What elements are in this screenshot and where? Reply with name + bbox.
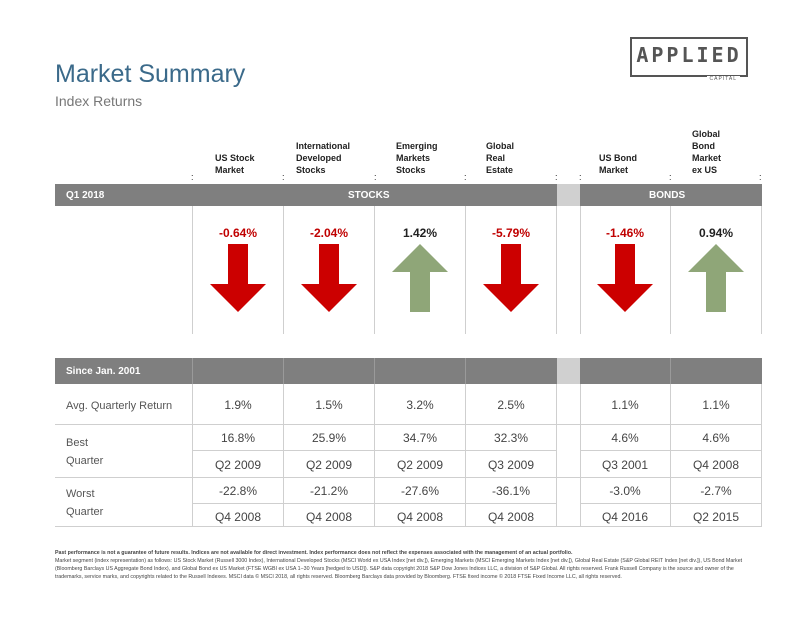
page-subtitle: Index Returns: [55, 93, 143, 109]
worst-date-cell: Q4 2008: [487, 510, 535, 524]
arrow-down-icon: [597, 244, 653, 312]
worst-date-cell: Q4 2008: [305, 510, 353, 524]
period-label: Q1 2018: [66, 190, 105, 201]
applied-capital-logo: APPLIED CAPITAL: [630, 37, 748, 82]
worst-date-cell: Q4 2016: [601, 510, 649, 524]
disclaimer-bold: Past performance is not a guarantee of f…: [55, 550, 573, 556]
column-header-global-bond: Global Bond Market ex US: [692, 129, 722, 175]
best-value-cell: 4.6%: [611, 431, 639, 445]
worst-date-cell: Q4 2008: [396, 510, 444, 524]
best-value-cell: 32.3%: [493, 431, 529, 445]
header-tick: :: [555, 172, 558, 182]
row-label-worst: Worst Quarter: [66, 488, 104, 518]
column-header-emerging: Emerging Markets Stocks: [396, 141, 438, 175]
avg-cell: 1.1%: [702, 398, 730, 412]
column-header-global-real-estate: Global Real Estate: [486, 141, 515, 175]
logo-subtext: CAPITAL: [706, 76, 740, 82]
stocks-label: STOCKS: [348, 190, 390, 201]
column-header-us-bond: US Bond Market: [599, 153, 637, 175]
best-value-cell: 34.7%: [402, 431, 438, 445]
return-global-real-estate: -5.79%: [491, 226, 531, 240]
header-tick: :: [282, 172, 285, 182]
return-us-bond: -1.46%: [605, 226, 645, 240]
column-gap: [557, 358, 580, 384]
avg-cell: 3.2%: [406, 398, 434, 412]
column-header-intl-developed: International Developed Stocks: [296, 141, 351, 175]
worst-value-cell: -36.1%: [491, 484, 531, 498]
row-label-avg: Avg. Quarterly Return: [66, 400, 173, 412]
header-tick: :: [579, 172, 582, 182]
arrow-down-icon: [301, 244, 357, 312]
arrow-up-icon: [392, 244, 448, 312]
worst-value-cell: -3.0%: [609, 484, 641, 498]
best-value-cell: 25.9%: [311, 431, 347, 445]
header-tick: :: [464, 172, 467, 182]
worst-value-cell: -27.6%: [400, 484, 440, 498]
worst-value-cell: -22.8%: [218, 484, 258, 498]
header-tick: :: [374, 172, 377, 182]
avg-cell: 2.5%: [497, 398, 525, 412]
worst-value-cell: -21.2%: [309, 484, 349, 498]
since-label: Since Jan. 2001: [66, 366, 141, 377]
worst-value-cell: -2.7%: [700, 484, 732, 498]
return-intl-developed: -2.04%: [309, 226, 349, 240]
since-bar: Since Jan. 2001: [55, 358, 762, 384]
avg-cell: 1.1%: [611, 398, 639, 412]
best-date-cell: Q4 2008: [692, 458, 740, 472]
disclaimer-body: Market segment (index representation) as…: [55, 558, 743, 580]
q1-bar: Q1 2018 STOCKS BONDS: [55, 184, 762, 206]
column-header-us-stock: US Stock Market: [215, 153, 255, 175]
disclaimer-footnote: Past performance is not a guarantee of f…: [55, 549, 745, 581]
best-date-cell: Q2 2009: [305, 458, 353, 472]
header-tick: :: [759, 172, 762, 182]
avg-cell: 1.9%: [224, 398, 252, 412]
arrow-up-icon: [688, 244, 744, 312]
row-label-best: Best Quarter: [66, 437, 104, 467]
return-emerging: 1.42%: [402, 226, 438, 240]
column-gap: [557, 184, 580, 206]
best-date-cell: Q3 2001: [601, 458, 649, 472]
arrow-down-icon: [483, 244, 539, 312]
logo-wordmark: APPLIED: [636, 43, 742, 67]
page-title: Market Summary: [55, 60, 246, 88]
avg-cell: 1.5%: [315, 398, 343, 412]
best-date-cell: Q2 2009: [396, 458, 444, 472]
best-date-cell: Q3 2009: [487, 458, 535, 472]
header-tick: :: [191, 172, 194, 182]
best-date-cell: Q2 2009: [214, 458, 262, 472]
bonds-label: BONDS: [649, 190, 686, 201]
worst-date-cell: Q4 2008: [214, 510, 262, 524]
arrow-down-icon: [210, 244, 266, 312]
return-global-bond: 0.94%: [698, 226, 734, 240]
worst-date-cell: Q2 2015: [692, 510, 740, 524]
best-value-cell: 16.8%: [220, 431, 256, 445]
best-value-cell: 4.6%: [702, 431, 730, 445]
header-tick: :: [669, 172, 672, 182]
return-us-stock: -0.64%: [218, 226, 258, 240]
